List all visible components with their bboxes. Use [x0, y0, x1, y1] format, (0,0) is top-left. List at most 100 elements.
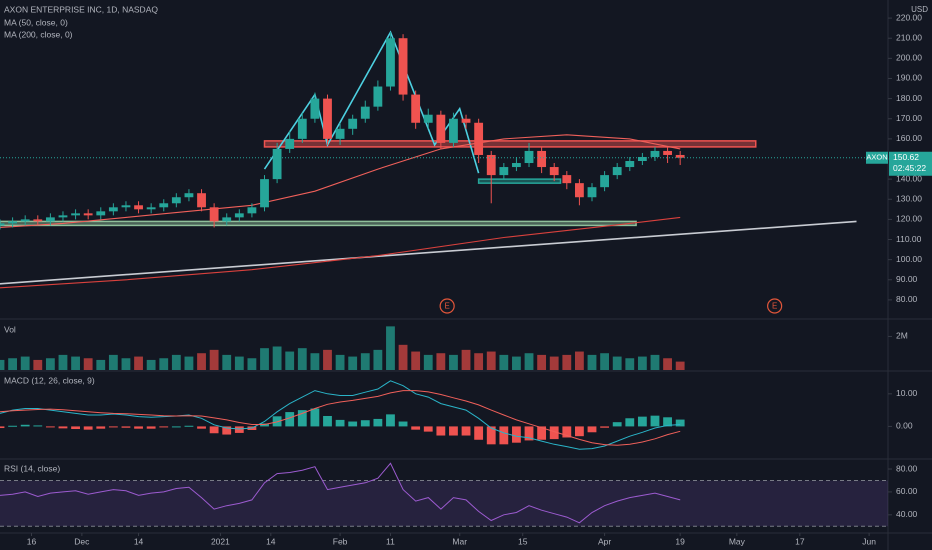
- macd-histogram-bar: [0, 426, 5, 429]
- y-tick-label: 130.00: [896, 194, 922, 204]
- price-tag: [866, 151, 888, 164]
- candle-body: [222, 217, 232, 222]
- macd-histogram-bar: [134, 426, 143, 429]
- volume-bar: [373, 349, 383, 370]
- volume-bar: [297, 348, 307, 370]
- volume-bar: [33, 359, 43, 370]
- candle-body: [486, 154, 496, 176]
- x-tick-label: 14: [266, 536, 276, 546]
- macd-histogram-bar: [625, 418, 635, 427]
- y-tick-label: 180.00: [896, 93, 922, 103]
- y-tick-label: 10.00: [896, 388, 918, 398]
- candle-body: [323, 98, 332, 139]
- candle-body: [159, 203, 169, 208]
- volume-bar: [574, 351, 584, 370]
- zone: [0, 220, 637, 227]
- candle-body: [625, 161, 635, 168]
- volume-bar: [398, 344, 408, 370]
- candle-body: [260, 179, 269, 208]
- volume-bar: [45, 358, 55, 370]
- volume-bar: [134, 356, 143, 370]
- earnings-label: E: [772, 302, 777, 311]
- volume-bar: [537, 354, 547, 370]
- volume-bar: [108, 354, 118, 370]
- macd-histogram-bar: [310, 408, 320, 427]
- candle-body: [184, 193, 194, 198]
- volume-bar: [360, 353, 370, 370]
- candle-body: [58, 215, 68, 218]
- candle-body: [411, 94, 421, 123]
- volume-bar: [461, 349, 471, 370]
- macd-histogram-bar: [20, 424, 30, 427]
- macd-histogram-bar: [348, 421, 358, 427]
- volume-bar: [524, 353, 534, 370]
- macd-histogram-bar: [184, 425, 194, 427]
- candle-body: [373, 86, 383, 107]
- y-tick-label: 60.00: [896, 486, 918, 496]
- volume-bar: [8, 358, 18, 370]
- candle-body: [272, 148, 282, 180]
- volume-bar: [411, 351, 421, 370]
- volume-bar: [335, 354, 345, 370]
- candle-body: [612, 167, 622, 176]
- volume-bar: [184, 356, 194, 370]
- volume-bar: [436, 353, 446, 370]
- macd-histogram-bar: [83, 426, 93, 430]
- macd-histogram-bar: [574, 426, 584, 437]
- volume-bar: [625, 358, 635, 370]
- rsi-band: [0, 480, 888, 527]
- volume-bar: [310, 353, 320, 370]
- candle-body: [474, 122, 484, 155]
- volume-bar: [486, 351, 496, 370]
- macd-histogram-bar: [146, 426, 156, 429]
- macd-histogram-bar: [45, 426, 55, 428]
- volume-bar: [0, 359, 5, 370]
- macd-histogram-bar: [323, 415, 332, 427]
- trendline: [0, 220, 857, 285]
- volume-bar: [386, 326, 395, 370]
- volume-bar: [663, 358, 672, 370]
- volume-bar: [637, 356, 647, 370]
- volume-bar: [562, 354, 572, 370]
- macd-histogram-bar: [499, 426, 509, 445]
- price-tag-countdown: 02:45:22: [893, 163, 926, 173]
- candle-body: [449, 118, 458, 143]
- earnings-label: E: [444, 302, 449, 311]
- macd-histogram-bar: [159, 426, 169, 428]
- pane-title: Vol: [4, 324, 16, 334]
- y-tick-label: 40.00: [896, 509, 918, 519]
- y-tick-label: 2M: [896, 331, 908, 341]
- y-tick-label: 80.00: [896, 463, 918, 473]
- zone: [263, 140, 757, 148]
- macd-histogram-bar: [650, 415, 660, 427]
- macd-histogram-bar: [285, 412, 295, 427]
- y-tick-label: 110.00: [896, 234, 922, 244]
- candle-body: [8, 221, 18, 224]
- x-tick-label: 2021: [211, 536, 230, 546]
- volume-bar: [121, 358, 131, 370]
- volume-bar: [171, 354, 181, 370]
- moving-average: [0, 216, 681, 289]
- y-tick-label: 90.00: [896, 274, 918, 284]
- volume-bar: [96, 359, 106, 370]
- candle-body: [675, 154, 685, 158]
- x-tick-label: May: [729, 536, 746, 546]
- candle-body: [247, 207, 257, 214]
- macd-histogram-bar: [272, 416, 282, 427]
- macd-histogram-bar: [512, 426, 521, 443]
- price-tag: [889, 151, 932, 176]
- macd-histogram-bar: [398, 421, 408, 427]
- y-tick-label: 80.00: [896, 294, 918, 304]
- volume-bar: [499, 354, 509, 370]
- x-tick-label: 15: [518, 536, 528, 546]
- volume-bar: [159, 358, 169, 370]
- macd-histogram-bar: [58, 426, 68, 429]
- earnings-marker: [439, 298, 455, 314]
- volume-bar: [323, 349, 332, 370]
- macd-histogram-bar: [411, 426, 421, 430]
- candle-body: [20, 219, 30, 222]
- candle-body: [121, 205, 131, 208]
- macd-histogram-bar: [8, 425, 18, 427]
- y-tick-label: 120.00: [896, 214, 922, 224]
